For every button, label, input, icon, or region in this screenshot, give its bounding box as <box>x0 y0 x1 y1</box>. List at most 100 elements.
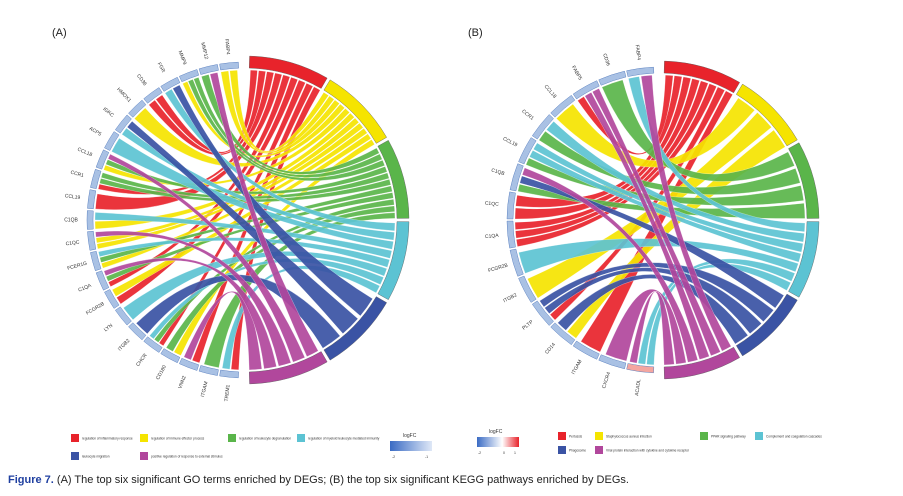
logfc-b-bar <box>477 437 519 447</box>
panel-b-logfc-scale: logFC -2 0 1 <box>477 429 519 455</box>
panel-a-gene-arc-21 <box>179 69 200 83</box>
panel-a-gene-label-9: C1QA <box>77 282 92 293</box>
panel-a-gene-arc-13 <box>87 189 97 210</box>
panel-a-ribbon-37 <box>111 138 394 250</box>
legend-b-label-3: PPAR signaling pathway <box>711 435 746 439</box>
panel-b-gene-label-3: ITGAM <box>571 359 584 376</box>
panel-a-gene-label-6: ITGB2 <box>117 338 132 353</box>
panel-b-gene-label-14: FABP5 <box>570 65 583 82</box>
panel-b-gene-arc-1 <box>626 363 655 374</box>
panel-a-ribbon-26 <box>99 178 391 203</box>
panel-a-term-arc-1 <box>249 55 328 89</box>
panel-a-gene-label-19: CD36 <box>135 73 148 87</box>
legend-b-label-2: Staphylococcus aureus infection <box>606 435 652 439</box>
panel-b-ribbon-19 <box>529 150 802 263</box>
panel-a-gene-arc-19 <box>143 87 163 104</box>
panel-a-ribbon-20 <box>229 70 329 153</box>
panel-a-gene-arc-3 <box>179 357 200 371</box>
panel-b-gene-arc-2 <box>598 354 627 370</box>
panel-a-gene-label-20: FGR <box>156 62 167 74</box>
panel-b-legend: Pertussis Staphylococcus aureus infectio… <box>558 432 822 454</box>
panel-a-gene-label-13: CCL19 <box>64 193 80 201</box>
panel-b-label: (B) <box>468 27 483 39</box>
panel-b-term-arc-1 <box>663 60 740 94</box>
panel-a-term-arc-6 <box>249 351 328 385</box>
panel-b-gene-label-9: C1QC <box>485 200 500 207</box>
legend-b-swatch-1 <box>558 432 566 440</box>
panel-b-gene-label-13: CCL18 <box>543 84 558 100</box>
panel-a-gene-label-16: ACP5 <box>88 126 102 138</box>
panel-b-gene-arc-5 <box>531 300 554 326</box>
legend-a-swatch-3 <box>228 434 236 442</box>
panel-b-term-arc-6 <box>663 346 740 380</box>
logfc-b-tick-2: 0 <box>503 451 505 455</box>
panel-a-label: (A) <box>52 27 67 39</box>
logfc-b-tick-1: -2 <box>478 451 481 455</box>
legend-a-label-4: regulation of myeloid leukocyte mediated… <box>308 437 380 441</box>
legend-a-swatch-5 <box>71 452 79 460</box>
panel-b-gene-label-1: ACADL <box>634 379 642 397</box>
panel-a-gene-arc-12 <box>86 210 94 230</box>
panel-b-ribbon-32 <box>640 75 732 352</box>
panel-a-gene-label-5: CHCR <box>135 352 149 367</box>
legend-b-swatch-2 <box>595 432 603 440</box>
panel-b-gene-arc-8 <box>506 220 516 249</box>
panel-b-gene-arc-13 <box>550 94 576 118</box>
legend-b-label-4: Complement and coagulation cascades <box>766 435 822 439</box>
panel-a-gene-label-14: CCR1 <box>70 170 85 179</box>
logfc-a-bar <box>390 441 432 451</box>
legend-b-swatch-6 <box>595 446 603 454</box>
legend-b-swatch-3 <box>700 432 708 440</box>
panel-b-gene-label-12: CCR1 <box>520 108 535 121</box>
panel-a-gene-arc-16 <box>104 131 120 151</box>
panel-a-gene-arc-10 <box>90 250 102 272</box>
legend-b-label-1: Pertussis <box>569 435 583 439</box>
panel-a-ribbon-19 <box>220 70 335 154</box>
panel-a-gene-arc-17 <box>114 114 132 134</box>
panel-a-ribbon-36 <box>94 212 392 259</box>
legend-a-swatch-1 <box>71 434 79 442</box>
panel-b-ribbon-17 <box>637 258 796 365</box>
panel-a-gene-label-7: LYN <box>103 323 114 334</box>
panel-b-gene-arc-16 <box>626 66 655 77</box>
panel-a-gene-arc-22 <box>198 64 219 75</box>
panel-a-gene-arc-1 <box>219 369 239 379</box>
panel-b-ribbon-3 <box>516 83 717 247</box>
panel-b-ribbon-27 <box>629 291 675 366</box>
panel-b-gene-label-6: ITGB2 <box>502 292 518 304</box>
panel-b-ribbon-29 <box>522 167 698 363</box>
panel-b-gene-label-4: CD14 <box>544 342 557 356</box>
panel-a-term-arc-2 <box>323 79 387 144</box>
panel-a-gene-arc-6 <box>128 322 147 341</box>
panel-a-gene-label-12: C1QB <box>64 217 78 223</box>
panel-b-ribbon-15 <box>601 79 795 182</box>
panel-b-gene-label-16: FABP4 <box>634 44 642 60</box>
panel-a-gene-label-21: MMP9 <box>177 50 188 66</box>
panel-b-ribbon-13 <box>525 157 804 206</box>
panel-a-gene-label-3: VNN2 <box>177 375 187 390</box>
panel-b-gene-arc-9 <box>506 191 516 220</box>
panel-a-gene-arc-2 <box>198 365 219 376</box>
logfc-b-tick-3: 1 <box>514 451 516 455</box>
figure-caption-label: Figure 7. <box>8 474 54 486</box>
panel-a-gene-label-22: MMP12 <box>199 42 209 60</box>
figure-caption: Figure 7. (A) The top six significant GO… <box>8 474 629 486</box>
panel-b-gene-arc-14 <box>572 80 600 100</box>
panel-b-ribbon-16 <box>646 263 791 366</box>
panel-a-ribbon-47 <box>209 72 319 357</box>
panel-b-ribbon-28 <box>605 289 687 365</box>
panel-b-ribbon-21 <box>546 121 805 243</box>
panel-a-gene-arc-7 <box>114 306 132 326</box>
panel-a-gene-label-4: CD180 <box>155 364 168 381</box>
panel-b-ribbon-14 <box>538 131 801 195</box>
panel-b-term-arcs <box>663 60 820 380</box>
legend-a-label-3: regulation of leukocyte degranulation <box>239 437 291 441</box>
panel-a-gene-arc-9 <box>95 270 110 291</box>
panel-a-logfc-scale: logFC -2 -1 <box>390 433 432 459</box>
panel-b-gene-arc-12 <box>531 114 554 140</box>
panel-a-gene-label-8: FCGR2B <box>85 301 106 317</box>
panel-b-gene-arc-3 <box>572 340 600 360</box>
legend-a-label-6: positive regulation of response to exter… <box>151 455 223 459</box>
panel-a-ribbon-46 <box>107 153 306 363</box>
